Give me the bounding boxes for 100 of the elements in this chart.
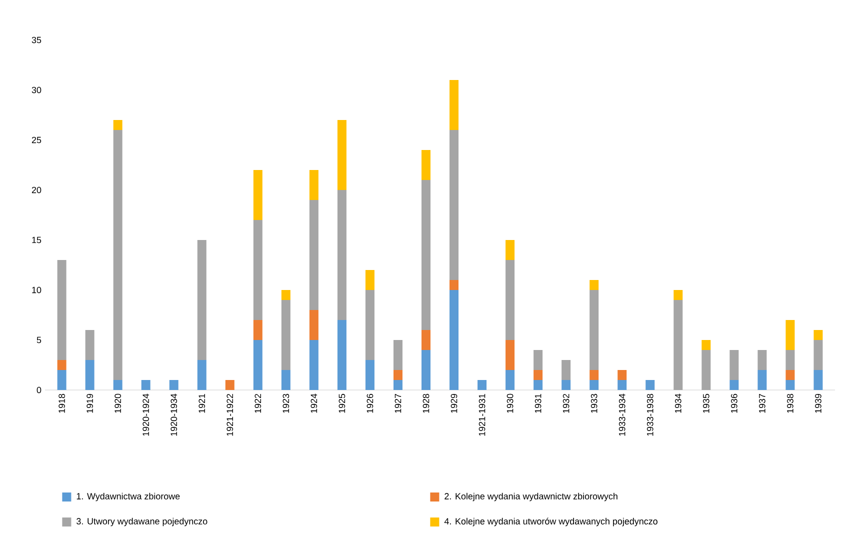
bar	[337, 320, 346, 390]
x-tick-label: 1933	[590, 394, 598, 413]
x-tick-label: 1919	[86, 394, 94, 413]
bar	[225, 380, 234, 390]
bar	[786, 320, 795, 350]
bar	[113, 130, 122, 380]
x-tick-label: 1936	[730, 394, 738, 413]
bar	[57, 260, 66, 360]
bar	[534, 350, 543, 370]
x-tick-label: 1932	[562, 394, 570, 413]
bar	[450, 280, 459, 290]
x-tick-label: 1939	[815, 394, 822, 413]
bar	[758, 350, 767, 370]
bar	[337, 120, 346, 190]
x-tick-label: 1933-1934	[618, 394, 626, 436]
legend-label: 1. Wydawnictwa zbiorowe	[76, 492, 180, 502]
x-tick-label: 1921-1922	[226, 394, 234, 436]
bar	[562, 360, 571, 380]
bar	[337, 190, 346, 320]
bar	[534, 380, 543, 390]
x-tick-label: 1934	[674, 394, 682, 413]
bar	[393, 370, 402, 380]
bar	[758, 370, 767, 390]
y-tick-label: 5	[36, 336, 42, 344]
legend-label: 2. Kolejne wydania wydawnictw zbiorowych	[444, 492, 618, 502]
bar	[113, 120, 122, 130]
y-tick-label: 10	[32, 286, 42, 294]
y-tick-label: 35	[32, 36, 42, 44]
y-tick-label: 25	[32, 136, 42, 144]
bar	[702, 350, 711, 390]
bar	[506, 340, 515, 370]
bar	[141, 380, 150, 390]
legend-label: 4. Kolejne wydania utworów wydawanych pojedynczo	[444, 518, 658, 526]
bar	[590, 380, 599, 390]
x-tick-label: 1920-1934	[170, 394, 178, 436]
bar	[365, 360, 374, 390]
bar	[393, 380, 402, 390]
bar	[309, 170, 318, 200]
legend-label: 3. Utwory wydawane pojedynczo	[76, 518, 208, 526]
bar	[365, 290, 374, 360]
bar	[730, 350, 739, 380]
bar	[169, 380, 178, 390]
x-tick-label: 1920	[114, 394, 122, 413]
bar	[506, 260, 515, 340]
bar	[786, 350, 795, 370]
bar	[814, 330, 823, 340]
x-tick-label: 1920-1924	[142, 394, 150, 436]
bar	[450, 80, 459, 130]
bar	[786, 370, 795, 380]
bar	[197, 360, 206, 390]
bar	[281, 370, 290, 390]
bar	[590, 280, 599, 290]
bar	[506, 370, 515, 390]
bar	[113, 380, 122, 390]
x-tick-label: 1922	[254, 394, 262, 413]
x-tick-label: 1937	[758, 394, 766, 413]
bar	[562, 380, 571, 390]
bar	[421, 330, 430, 350]
bar	[57, 360, 66, 370]
bar	[309, 340, 318, 390]
bar	[618, 370, 627, 380]
bar	[253, 340, 262, 390]
bar	[450, 130, 459, 280]
x-tick-label: 1935	[702, 394, 710, 413]
bar	[57, 370, 66, 390]
bar	[393, 340, 402, 370]
bar	[281, 300, 290, 370]
x-tick-label: 1929	[450, 394, 458, 413]
x-tick-label: 1918	[58, 394, 65, 413]
bar	[478, 380, 487, 390]
x-tick-label: 1925	[338, 394, 346, 413]
bar	[674, 290, 683, 300]
x-tick-label: 1921	[198, 394, 206, 413]
y-tick-label: 0	[36, 386, 42, 394]
bar	[281, 290, 290, 300]
bar	[618, 380, 627, 390]
bar	[506, 240, 515, 260]
bar	[450, 290, 459, 390]
bar	[590, 290, 599, 370]
x-tick-label: 1923	[282, 394, 290, 413]
bar	[85, 360, 94, 390]
bar	[197, 240, 206, 360]
bar	[814, 340, 823, 370]
bar	[309, 200, 318, 310]
x-tick-label: 1930	[506, 394, 514, 413]
bar	[702, 340, 711, 350]
bar	[646, 380, 655, 390]
x-tick-label: 1927	[394, 394, 402, 413]
y-tick-label: 30	[32, 86, 42, 94]
x-tick-label: 1938	[787, 394, 794, 413]
x-tick-label: 1928	[422, 394, 430, 413]
bar	[85, 330, 94, 360]
x-tick-label: 1933-1938	[646, 394, 654, 436]
bar	[421, 180, 430, 330]
bar	[534, 370, 543, 380]
bar	[674, 300, 683, 390]
bar	[814, 370, 823, 390]
y-tick-label: 20	[32, 186, 42, 194]
bar	[253, 170, 262, 220]
x-tick-label: 1921-1931	[478, 394, 486, 436]
